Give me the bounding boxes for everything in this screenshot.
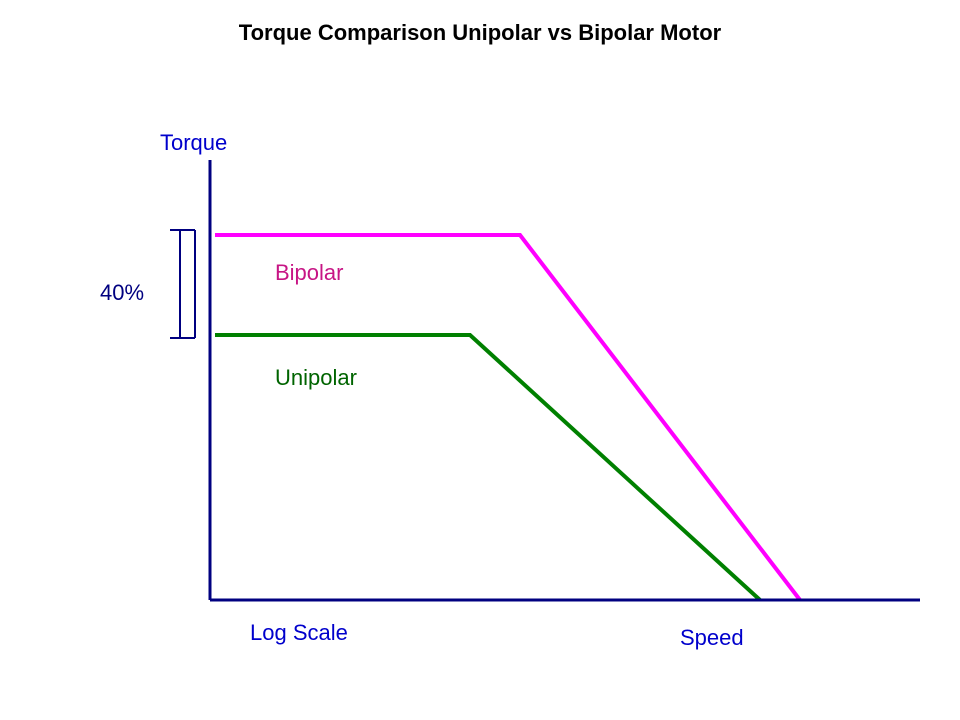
chart-container: Torque Comparison Unipolar vs Bipolar Mo… (0, 0, 960, 720)
chart-svg (0, 0, 960, 720)
x-axis-label-right: Speed (680, 625, 744, 651)
gap-percentage-label: 40% (100, 280, 144, 306)
y-axis-label: Torque (160, 130, 227, 156)
unipolar-series-label: Unipolar (275, 365, 357, 391)
bipolar-series-label: Bipolar (275, 260, 343, 286)
x-axis-label-left: Log Scale (250, 620, 348, 646)
